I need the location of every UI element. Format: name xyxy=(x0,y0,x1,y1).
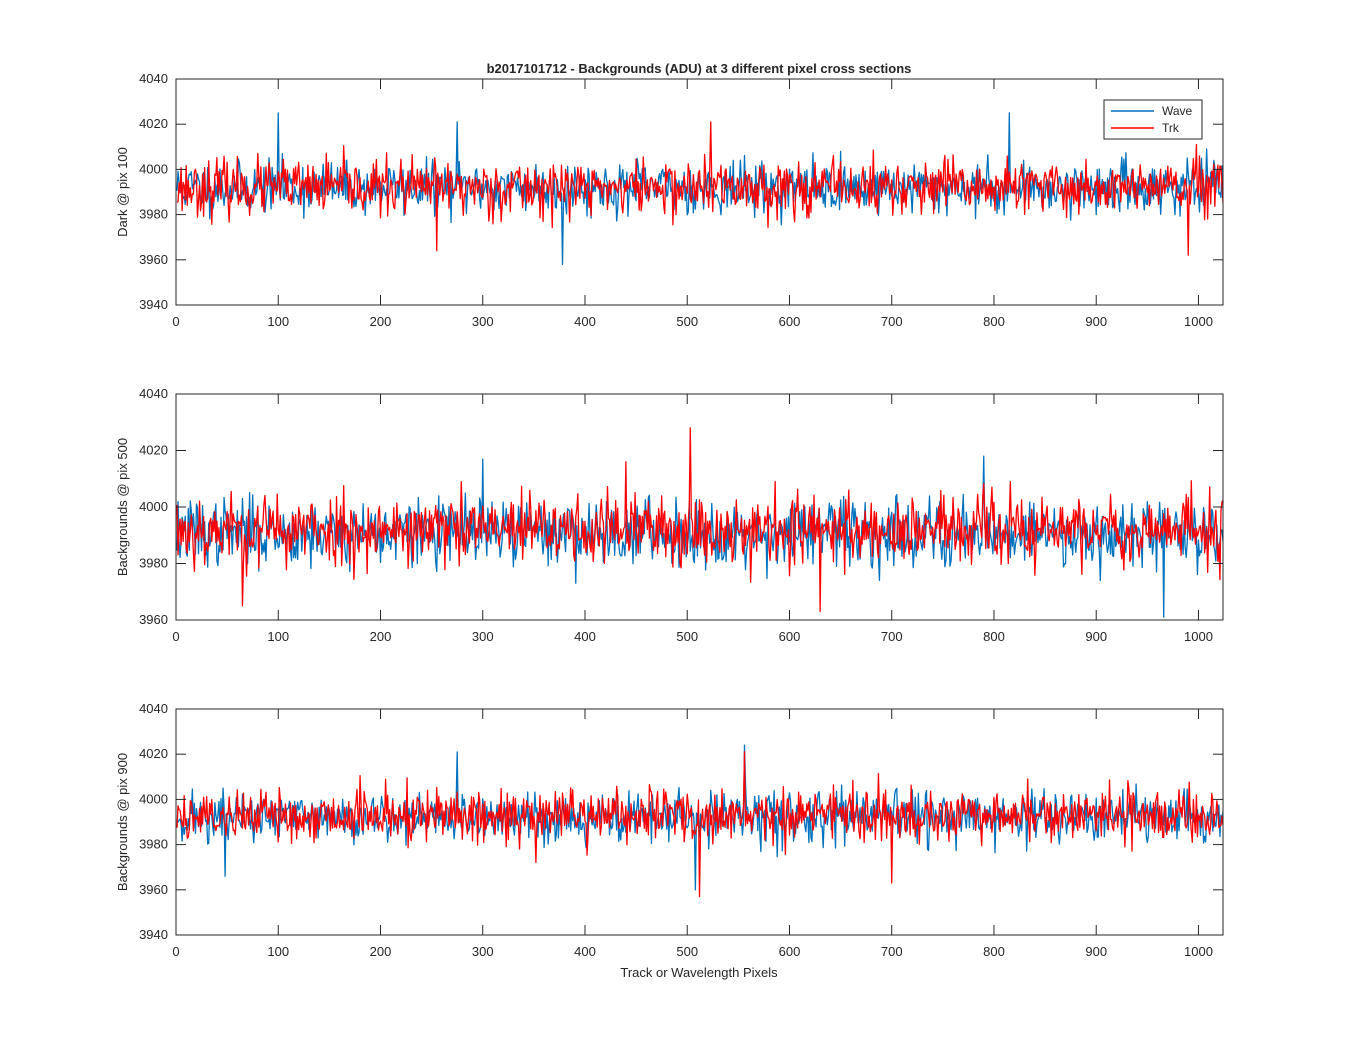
x-tick-label: 700 xyxy=(881,944,903,959)
x-tick-label: 300 xyxy=(472,629,494,644)
y-tick-label: 3980 xyxy=(139,556,168,571)
legend-label-wave: Wave xyxy=(1162,104,1193,118)
y-tick-label: 4000 xyxy=(139,499,168,514)
x-tick-label: 700 xyxy=(881,629,903,644)
x-tick-label: 900 xyxy=(1085,629,1107,644)
y-tick-label: 3960 xyxy=(139,612,168,627)
y-tick-label: 3980 xyxy=(139,207,168,222)
x-tick-label: 0 xyxy=(172,944,179,959)
axes-box xyxy=(175,78,1224,306)
x-tick-label: 100 xyxy=(267,944,289,959)
x-tick-label: 0 xyxy=(172,314,179,329)
series-line-trk xyxy=(176,751,1223,898)
x-tick-label: 500 xyxy=(676,314,698,329)
x-tick-label: 400 xyxy=(574,629,596,644)
x-tick-label: 800 xyxy=(983,944,1005,959)
x-tick-label: 300 xyxy=(472,944,494,959)
plots-container: 0 100 200 300 400 500 600 700 800 900 100039403960… xyxy=(115,71,1224,959)
series-line-trk xyxy=(176,121,1223,256)
x-tick-label: 500 xyxy=(676,944,698,959)
y-tick-label: 4020 xyxy=(139,443,168,458)
y-tick-label: 4020 xyxy=(139,116,168,131)
y-tick-label: 4020 xyxy=(139,746,168,761)
x-tick-label: 400 xyxy=(574,944,596,959)
y-tick-label: 4000 xyxy=(139,161,168,176)
y-tick-label: 4040 xyxy=(139,386,168,401)
y-tick-label: 3980 xyxy=(139,837,168,852)
x-tick-label: 600 xyxy=(779,944,801,959)
legend-label-trk: Trk xyxy=(1162,121,1180,135)
figure-title: b2017101712 - Backgrounds (ADU) at 3 dif… xyxy=(487,61,912,76)
x-axis-label: Track or Wavelength Pixels xyxy=(620,965,778,980)
x-tick-label: 1000 xyxy=(1184,629,1213,644)
x-tick-label: 900 xyxy=(1085,944,1107,959)
y-tick-label: 3960 xyxy=(139,882,168,897)
series-line-trk xyxy=(176,427,1223,613)
y-axis-label: Backgrounds @ pix 500 xyxy=(115,438,130,576)
x-tick-label: 1000 xyxy=(1184,944,1213,959)
y-tick-label: 3960 xyxy=(139,252,168,267)
x-tick-label: 600 xyxy=(779,629,801,644)
x-tick-label: 1000 xyxy=(1184,314,1213,329)
y-tick-label: 3940 xyxy=(139,927,168,942)
x-tick-label: 700 xyxy=(881,314,903,329)
y-tick-label: 4000 xyxy=(139,791,168,806)
y-tick-label: 4040 xyxy=(139,701,168,716)
x-tick-label: 300 xyxy=(472,314,494,329)
subplot-1: 0 100 200 300 400 500 600 700 800 900 1000 3940 3960… xyxy=(115,71,1224,329)
legend: Wave Trk xyxy=(1103,99,1203,140)
x-tick-label: 800 xyxy=(983,314,1005,329)
x-tick-label: 100 xyxy=(267,314,289,329)
x-tick-label: 200 xyxy=(370,629,392,644)
x-tick-label: 200 xyxy=(370,944,392,959)
legend-box xyxy=(1103,99,1203,140)
subplot-2: 0 100 200 300 400 500 600 700 800 900 1000 3960 3980… xyxy=(115,386,1224,644)
x-tick-label: 500 xyxy=(676,629,698,644)
x-tick-label: 900 xyxy=(1085,314,1107,329)
subplot-3: 0 100 200 300 400 500 600 700 800 900 1000 3940 3960… xyxy=(115,701,1224,959)
y-tick-label: 3940 xyxy=(139,297,168,312)
x-tick-label: 200 xyxy=(370,314,392,329)
x-tick-label: 400 xyxy=(574,314,596,329)
x-tick-label: 800 xyxy=(983,629,1005,644)
y-axis-label: Dark @ pix 100 xyxy=(115,147,130,237)
y-tick-label: 4040 xyxy=(139,71,168,86)
axes-box xyxy=(175,708,1224,936)
x-tick-label: 600 xyxy=(779,314,801,329)
x-tick-label: 100 xyxy=(267,629,289,644)
y-axis-label: Backgrounds @ pix 900 xyxy=(115,753,130,891)
x-tick-label: 0 xyxy=(172,629,179,644)
